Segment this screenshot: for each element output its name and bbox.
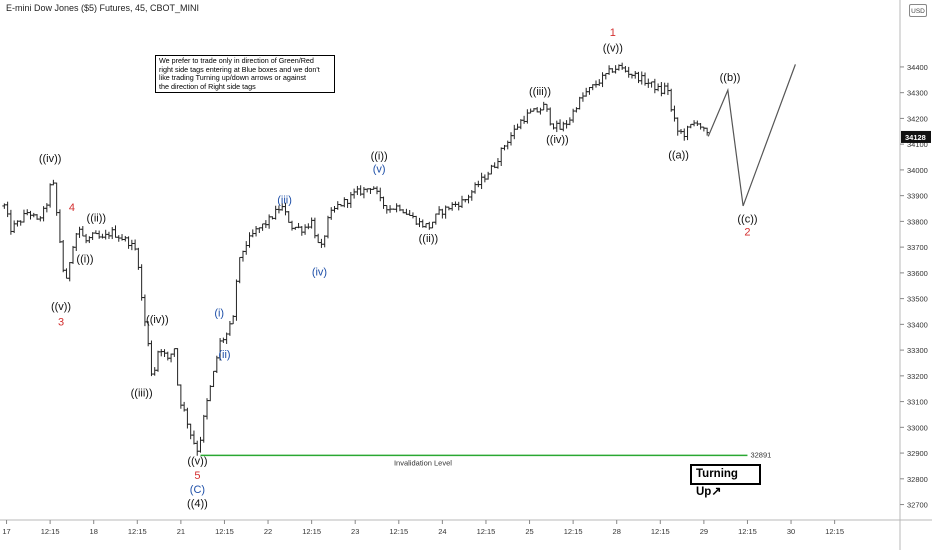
current-price-label: 34128 <box>905 133 926 142</box>
x-tick-label: 21 <box>177 527 185 536</box>
note-line: like trading Turning up/down arrows or a… <box>159 73 307 83</box>
x-tick-label: 22 <box>264 527 272 536</box>
x-tick-label: 12:15 <box>651 527 670 536</box>
wave-label: 1 <box>610 27 616 39</box>
x-tick-label: 17 <box>2 527 10 536</box>
note-line: right side tags entering at Blue boxes a… <box>159 64 320 74</box>
wave-label: (v) <box>373 163 386 175</box>
x-tick-label: 25 <box>525 527 533 536</box>
wave-label: ((iv)) <box>146 314 169 326</box>
y-tick-label: 33100 <box>907 398 928 407</box>
wave-label: 3 <box>58 317 64 329</box>
trading-note: We prefer to trade only in direction of … <box>155 55 335 93</box>
y-tick-label: 33500 <box>907 295 928 304</box>
wave-label: ((iv)) <box>546 134 569 146</box>
y-tick-label: 33700 <box>907 243 928 252</box>
wave-label: (iv) <box>312 266 327 278</box>
invalidation-label: Invalidation Level <box>394 458 452 467</box>
y-tick-label: 33600 <box>907 269 928 278</box>
wave-label: ((v)) <box>187 456 207 468</box>
chart-title: E-mini Dow Jones ($5) Futures, 45, CBOT_… <box>6 3 200 13</box>
x-tick-label: 12:15 <box>302 527 321 536</box>
invalidation-value: 32891 <box>750 450 771 459</box>
y-tick-label: 33000 <box>907 423 928 432</box>
turning-up-label: Turning Up <box>696 468 738 498</box>
wave-label: 4 <box>69 202 75 214</box>
wave-label: (iii) <box>277 194 292 206</box>
x-tick-label: 23 <box>351 527 359 536</box>
x-tick-label: 12:15 <box>825 527 844 536</box>
y-tick-label: 34100 <box>907 140 928 149</box>
x-tick-label: 24 <box>438 527 446 536</box>
wave-label: (ii) <box>218 349 230 361</box>
y-tick-label: 34300 <box>907 89 928 98</box>
wave-label: ((i)) <box>371 151 388 163</box>
x-tick-label: 12:15 <box>128 527 147 536</box>
y-tick-label: 32900 <box>907 449 928 458</box>
x-tick-label: 12:15 <box>738 527 757 536</box>
x-tick-label: 12:15 <box>564 527 583 536</box>
wave-label: ((a)) <box>668 149 689 161</box>
x-tick-label: 18 <box>90 527 98 536</box>
projection-path <box>707 64 796 207</box>
x-tick-label: 12:15 <box>389 527 408 536</box>
wave-label: ((iii)) <box>529 86 551 98</box>
wave-label: ((iv)) <box>39 153 62 165</box>
wave-label: (C) <box>190 484 205 496</box>
wave-label: (i) <box>214 308 224 320</box>
turning-up-box: Turning Up↗ <box>690 464 761 498</box>
wave-label: ((ii)) <box>87 212 107 224</box>
x-tick-label: 28 <box>613 527 621 536</box>
x-tick-label: 12:15 <box>215 527 234 536</box>
x-tick-label: 30 <box>787 527 795 536</box>
currency-badge[interactable]: USD <box>909 4 927 17</box>
current-price-tag <box>901 130 931 143</box>
wave-label: 5 <box>194 470 200 482</box>
wave-label: ((ii)) <box>419 233 439 245</box>
wave-label: ((b)) <box>720 72 741 84</box>
arrow-up-right-icon: ↗ <box>711 484 722 498</box>
wave-label: ((4)) <box>187 498 208 510</box>
y-tick-label: 33300 <box>907 346 928 355</box>
wave-label: ((iii)) <box>131 387 153 399</box>
wave-label: 2 <box>744 227 750 239</box>
wave-label: ((i)) <box>76 254 93 266</box>
y-tick-label: 34400 <box>907 63 928 72</box>
y-tick-label: 34200 <box>907 114 928 123</box>
note-line: the direction of Right side tags <box>159 81 256 91</box>
y-tick-label: 32800 <box>907 475 928 484</box>
wave-label: ((v)) <box>51 301 71 313</box>
y-tick-label: 33900 <box>907 192 928 201</box>
y-tick-label: 33400 <box>907 320 928 329</box>
x-tick-label: 12:15 <box>477 527 496 536</box>
y-tick-label: 33800 <box>907 217 928 226</box>
y-tick-label: 33200 <box>907 372 928 381</box>
y-tick-label: 32700 <box>907 501 928 510</box>
wave-label: ((v)) <box>603 42 623 54</box>
x-tick-label: 12:15 <box>41 527 60 536</box>
x-tick-label: 29 <box>700 527 708 536</box>
y-tick-label: 34000 <box>907 166 928 175</box>
wave-label: ((c)) <box>737 214 757 226</box>
note-line: We prefer to trade only in direction of … <box>159 56 314 65</box>
